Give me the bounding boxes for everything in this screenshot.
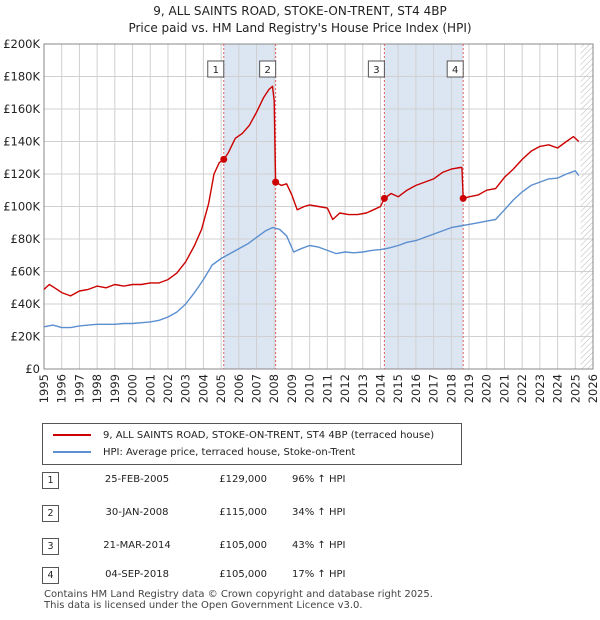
x-tick-label: 2014	[373, 374, 387, 403]
footer: Contains HM Land Registry data © Crown c…	[44, 589, 433, 611]
x-tick-label: 2006	[232, 374, 246, 403]
x-tick-label: 2015	[391, 374, 405, 403]
x-tick-label: 2002	[161, 374, 175, 403]
chart-subtitle: Price paid vs. HM Land Registry's House …	[128, 21, 471, 35]
legend-label-property: 9, ALL SAINTS ROAD, STOKE-ON-TRENT, ST4 …	[103, 429, 435, 441]
y-tick-label: £120K	[3, 167, 40, 181]
sale-date: 30-JAN-2008	[105, 507, 169, 518]
legend-item-property: 9, ALL SAINTS ROAD, STOKE-ON-TRENT, ST4 …	[53, 428, 434, 442]
y-tick-label: £160K	[3, 102, 40, 116]
sale-number: 2	[42, 505, 59, 522]
chart-title: 9, ALL SAINTS ROAD, STOKE-ON-TRENT, ST4 …	[153, 4, 446, 18]
x-tick-label: 2012	[338, 374, 352, 403]
sale-label-box	[446, 60, 464, 78]
sale-hpi-diff: 96% ↑ HPI	[292, 474, 346, 485]
y-tick-label: £40K	[11, 297, 41, 311]
x-tick-label: 2009	[285, 374, 299, 403]
sale-label-box	[259, 60, 277, 78]
y-tick-label: £180K	[3, 70, 40, 84]
x-tick-label: 2019	[462, 374, 476, 403]
sale-price: £105,000	[219, 540, 267, 551]
table-row: 3 21-MAR-2014 £105,000 43% ↑ HPI	[42, 538, 462, 555]
x-tick-label: 2020	[480, 374, 494, 403]
sale-label-number: 1	[213, 65, 219, 76]
sale-label-box	[207, 60, 225, 78]
sale-date: 21-MAR-2014	[103, 540, 171, 551]
x-tick-label: 2016	[409, 374, 423, 403]
sale-hpi-diff: 17% ↑ HPI	[292, 569, 346, 580]
price-chart: 9, ALL SAINTS ROAD, STOKE-ON-TRENT, ST4 …	[3, 4, 600, 403]
x-tick-label: 2021	[497, 374, 511, 403]
x-tick-label: 1996	[55, 374, 69, 403]
legend-swatch-hpi	[53, 451, 91, 453]
hpi-series-line	[43, 170, 580, 329]
x-tick-label: 2008	[267, 374, 281, 403]
sale-labels: 1 2 3 4	[207, 60, 464, 78]
sale-date: 04-SEP-2018	[105, 569, 169, 580]
y-tick-label: £0	[25, 362, 40, 376]
footer-licence: This data is licensed under the Open Gov…	[44, 600, 363, 611]
y-axis-ticks: £0 £20K £40K £60K £80K £100K £120K £140K £160K £1…	[3, 37, 40, 376]
sale-number: 1	[42, 472, 59, 489]
legend-label-hpi: HPI: Average price, terraced house, Stok…	[103, 446, 356, 458]
sale-label-number: 4	[452, 65, 458, 76]
series-lines	[43, 85, 580, 329]
sale-label-number: 2	[264, 65, 270, 76]
x-tick-label: 2017	[427, 374, 441, 403]
legend-swatch-property	[53, 434, 91, 436]
x-tick-label: 1998	[90, 374, 104, 403]
y-tick-label: £140K	[3, 135, 40, 149]
sale-hpi-diff: 34% ↑ HPI	[292, 507, 346, 518]
x-tick-label: 2025	[568, 374, 582, 403]
x-tick-label: 2018	[444, 374, 458, 403]
sale-point	[220, 155, 228, 163]
x-tick-label: 2024	[551, 374, 565, 403]
plot-border	[43, 43, 594, 370]
legend: 9, ALL SAINTS ROAD, STOKE-ON-TRENT, ST4 …	[42, 423, 462, 465]
x-tick-label: 2000	[126, 374, 140, 403]
x-tick-label: 2005	[214, 374, 228, 403]
x-tick-label: 2004	[196, 374, 210, 403]
gridlines	[43, 43, 594, 370]
x-tick-label: 1995	[37, 374, 51, 403]
table-row: 2 30-JAN-2008 £115,000 34% ↑ HPI	[42, 505, 462, 522]
y-tick-label: £200K	[3, 37, 40, 51]
x-tick-label: 2007	[250, 374, 264, 403]
x-tick-label: 1999	[108, 374, 122, 403]
y-tick-label: £20K	[11, 330, 41, 344]
x-tick-label: 2022	[515, 374, 529, 403]
sale-label-box	[367, 60, 385, 78]
sale-price: £105,000	[219, 569, 267, 580]
sale-hpi-diff: 43% ↑ HPI	[292, 540, 346, 551]
sale-number: 3	[42, 538, 59, 555]
sale-number: 4	[42, 567, 59, 584]
x-tick-label: 2003	[179, 374, 193, 403]
x-tick-label: 2013	[356, 374, 370, 403]
footer-copyright: Contains HM Land Registry data © Crown c…	[44, 589, 433, 600]
sale-price: £115,000	[219, 507, 267, 518]
x-tick-label: 2023	[533, 374, 547, 403]
x-tick-label: 1997	[72, 374, 86, 403]
x-tick-label: 2011	[320, 374, 334, 403]
sale-point	[380, 194, 388, 202]
y-tick-label: £100K	[3, 200, 40, 214]
table-row: 4 04-SEP-2018 £105,000 17% ↑ HPI	[42, 567, 462, 584]
x-tick-label: 2001	[143, 374, 157, 403]
sale-point	[459, 194, 467, 202]
sale-point	[272, 178, 280, 186]
x-tick-label: 2026	[586, 374, 600, 403]
legend-item-hpi: HPI: Average price, terraced house, Stok…	[53, 445, 355, 459]
sale-price: £129,000	[219, 474, 267, 485]
sale-date: 25-FEB-2005	[104, 474, 170, 485]
sale-points	[220, 155, 467, 202]
y-tick-label: £80K	[11, 232, 41, 246]
table-row: 1 25-FEB-2005 £129,000 96% ↑ HPI	[42, 472, 462, 489]
y-tick-label: £60K	[11, 265, 41, 279]
property-series-line	[43, 85, 580, 297]
x-tick-label: 2010	[303, 374, 317, 403]
x-axis-ticks: 1995 1996 1997 1998 1999 2000 2001 2002 2003 2004…	[37, 374, 600, 403]
sale-label-number: 3	[373, 65, 379, 76]
